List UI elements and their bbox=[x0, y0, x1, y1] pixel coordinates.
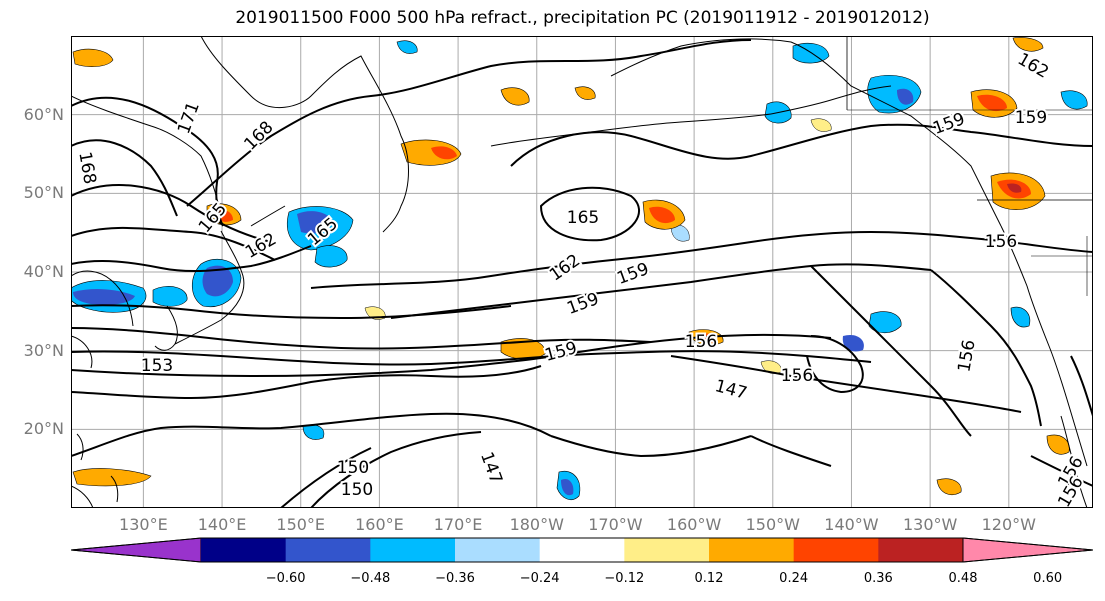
precip-area bbox=[396, 40, 418, 54]
contour-label: 168 bbox=[240, 117, 277, 154]
contour-label: 159 bbox=[1015, 108, 1047, 128]
colorbar-tick-label: −0.12 bbox=[604, 571, 645, 586]
precip-area bbox=[302, 424, 325, 440]
contour-label: 150 bbox=[341, 480, 373, 500]
precip-area bbox=[1060, 90, 1088, 110]
colorbar-tick-label: −0.36 bbox=[435, 571, 475, 586]
colorbar-tick-label: 0.48 bbox=[948, 571, 978, 586]
colorbar-outline bbox=[71, 537, 1093, 563]
contour-label: 159 bbox=[930, 109, 967, 139]
colorbar-segment bbox=[370, 538, 456, 562]
longitude-label: 170°W bbox=[588, 515, 643, 534]
colorbar-segment bbox=[709, 538, 795, 562]
longitude-label: 170°E bbox=[433, 515, 483, 534]
colorbar-extend-high bbox=[962, 537, 1093, 563]
precip-area bbox=[574, 86, 596, 100]
colorbar-tick-label: −0.60 bbox=[265, 571, 306, 586]
precip-area bbox=[649, 206, 675, 224]
longitude-label: 160°W bbox=[666, 515, 722, 534]
contour-label: 165 bbox=[567, 208, 599, 228]
precip-area bbox=[561, 478, 574, 496]
colorbar-extend-low bbox=[71, 537, 202, 563]
colorbar-tick-label: 0.36 bbox=[863, 571, 893, 586]
colorbar bbox=[71, 537, 1093, 563]
colorbar-segment bbox=[285, 538, 371, 562]
colorbar-segment bbox=[624, 538, 710, 562]
contour-label: 162 bbox=[546, 251, 584, 286]
precip-area bbox=[314, 245, 348, 268]
refractivity-contours bbox=[71, 39, 1093, 508]
contour-label: 150 bbox=[337, 458, 369, 478]
precip-area bbox=[1046, 434, 1070, 455]
colorbar-tick-label: −0.48 bbox=[350, 571, 391, 586]
longitude-label: 140°W bbox=[824, 515, 879, 534]
longitude-label: 160°E bbox=[355, 515, 404, 534]
precip-area bbox=[72, 48, 114, 67]
contour-label: 147 bbox=[476, 449, 506, 486]
colorbar-segment bbox=[455, 538, 541, 562]
precip-area bbox=[152, 286, 188, 307]
contour-label: 171 bbox=[174, 99, 204, 136]
colorbar-tick-label: 0.12 bbox=[694, 571, 724, 586]
contour-label: 168 bbox=[74, 150, 99, 185]
colorbar-segment bbox=[539, 538, 625, 562]
colorbar-segment bbox=[878, 538, 964, 562]
contour-label: 162 bbox=[1014, 49, 1052, 83]
colorbar-tick-label: −0.24 bbox=[519, 571, 560, 586]
precip-area bbox=[670, 224, 690, 242]
colorbar-tick-label: 0.60 bbox=[1033, 571, 1063, 586]
colorbar-tick-label: 0.24 bbox=[779, 571, 809, 586]
precip-area bbox=[297, 211, 333, 234]
latitude-label: 20°N bbox=[23, 419, 64, 439]
contour-label: 159 bbox=[614, 259, 651, 289]
precip-area bbox=[1012, 37, 1044, 52]
contour-label: 159 bbox=[564, 289, 601, 319]
contour-label: 156 bbox=[954, 338, 979, 373]
longitude-label: 150°E bbox=[276, 515, 326, 534]
precip-area bbox=[500, 87, 530, 106]
contour-label: 156 bbox=[985, 232, 1017, 252]
precip-area bbox=[977, 94, 1007, 112]
precip-area bbox=[500, 338, 546, 360]
map-panel: 171 168 168 165 165 162 162 159 159 159 156 156 156 1… bbox=[71, 36, 1093, 508]
colorbar-segment bbox=[793, 538, 879, 562]
precip-area bbox=[431, 146, 457, 160]
coastlines bbox=[71, 36, 1093, 508]
precip-area bbox=[1010, 306, 1031, 328]
longitude-label: 130°E bbox=[119, 515, 168, 534]
contour-label: 156 bbox=[781, 366, 813, 386]
precipitation-shading bbox=[71, 37, 1088, 500]
precip-area bbox=[936, 478, 962, 495]
contour-label: 159 bbox=[543, 338, 580, 366]
longitude-label: 130°W bbox=[902, 515, 958, 534]
contour-label: 156 bbox=[685, 332, 717, 352]
latitude-label: 60°N bbox=[23, 104, 64, 124]
precip-area bbox=[897, 88, 914, 105]
contour-label: 153 bbox=[141, 356, 173, 376]
graticule bbox=[71, 36, 1093, 508]
precip-area bbox=[842, 334, 864, 352]
contour-label: 147 bbox=[713, 376, 750, 404]
longitude-label: 150°W bbox=[745, 515, 800, 534]
precip-area bbox=[73, 289, 135, 305]
precip-area bbox=[1007, 183, 1022, 193]
latitude-label: 50°N bbox=[23, 183, 64, 203]
precip-area bbox=[202, 265, 233, 297]
precip-area bbox=[810, 118, 832, 132]
longitude-label: 180°W bbox=[509, 515, 564, 534]
latitude-label: 30°N bbox=[23, 340, 64, 360]
map-title: 2019011500 F000 500 hPa refract., precip… bbox=[235, 8, 930, 28]
latitude-label: 40°N bbox=[23, 262, 64, 281]
longitude-label: 140°E bbox=[197, 515, 247, 534]
colorbar-segment bbox=[201, 538, 287, 562]
longitude-label: 120°W bbox=[981, 515, 1036, 534]
precip-area bbox=[792, 43, 830, 64]
